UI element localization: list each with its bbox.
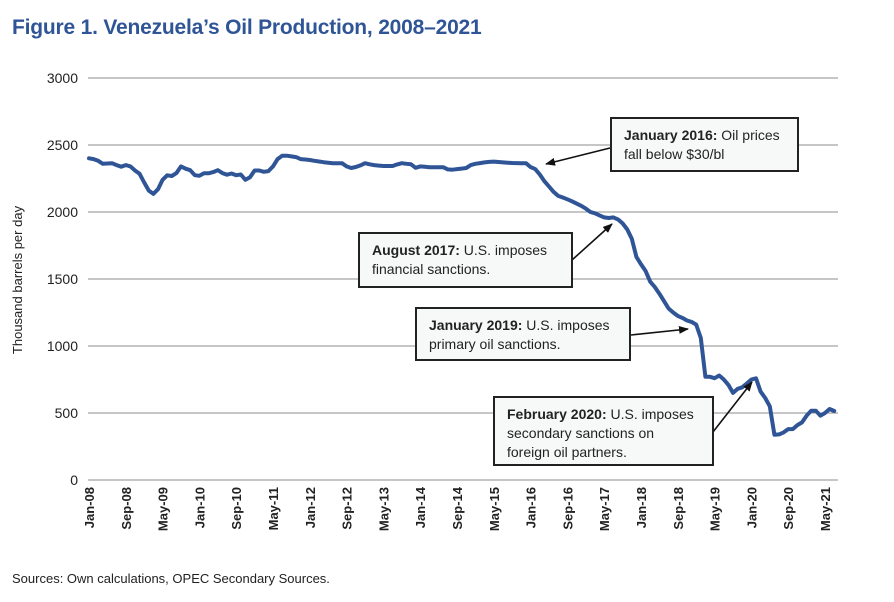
annotation-aug-2017: August 2017: U.S. imposes financial sanc…: [358, 232, 573, 288]
x-tick-label: Sep-10: [229, 487, 244, 530]
series-line-oil-production: [87, 153, 837, 437]
x-tick-label: Jan-14: [413, 486, 428, 528]
x-tick-label: Sep-18: [671, 487, 686, 530]
y-tick-label: 500: [55, 405, 79, 421]
x-tick-label: May-09: [156, 487, 171, 531]
annotation-arrow-jan-2019: [630, 325, 689, 336]
x-tick-label: May-11: [266, 487, 281, 530]
annotation-date: January 2019:: [429, 317, 523, 333]
annotation-date: January 2016:: [624, 127, 718, 143]
annotation-arrow-aug-2017: [571, 223, 613, 261]
x-tick-label: Sep-20: [781, 487, 796, 530]
y-tick-label: 1000: [47, 338, 78, 354]
annotation-text: Oil prices fall below $30/bl: [624, 127, 780, 162]
annotation-date: February 2020:: [507, 406, 607, 422]
x-tick-label: Jan-08: [82, 487, 97, 528]
x-tick-label: May-13: [376, 487, 391, 531]
x-tick-label: Sep-14: [450, 486, 465, 529]
annotation-date: August 2017:: [372, 242, 460, 258]
annotation-arrow-feb-2020: [712, 381, 753, 433]
x-tick-label: Sep-16: [560, 487, 575, 530]
source-note: Sources: Own calculations, OPEC Secondar…: [12, 571, 330, 586]
x-tick-label: Jan-16: [524, 487, 539, 528]
x-tick-label: May-21: [818, 487, 833, 531]
x-tick-label: Jan-12: [303, 487, 318, 528]
annotation-text: U.S. imposes primary oil sanctions.: [429, 317, 610, 352]
y-tick-label: 2500: [47, 137, 78, 153]
x-tick-label: Sep-12: [340, 487, 355, 530]
annotation-feb-2020: February 2020: U.S. imposes secondary sa…: [493, 396, 714, 466]
x-tick-label: May-15: [487, 487, 502, 531]
y-axis-label: Thousand barrels per day: [10, 205, 25, 354]
annotation-jan-2019: January 2019: U.S. imposes primary oil s…: [415, 307, 631, 361]
chart-title: Figure 1. Venezuela’s Oil Production, 20…: [12, 16, 482, 39]
annotation-arrow-jan-2016: [545, 147, 611, 166]
x-tick-label: May-19: [708, 487, 723, 531]
y-tick-label: 2000: [47, 204, 78, 220]
x-tick-label: Jan-18: [634, 487, 649, 528]
x-tick-label: Jan-10: [192, 487, 207, 528]
x-tick-label: Sep-08: [119, 487, 134, 530]
x-tick-label: Jan-20: [744, 487, 759, 528]
annotation-text: U.S. imposes financial sanctions.: [372, 242, 548, 277]
x-tick-label: May-17: [597, 487, 612, 531]
y-tick-label: 3000: [47, 70, 78, 86]
annotation-text: U.S. imposes secondary sanctions on fore…: [507, 406, 694, 460]
y-tick-label: 1500: [47, 271, 78, 287]
y-tick-label: 0: [70, 472, 78, 488]
annotation-jan-2016: January 2016: Oil prices fall below $30/…: [610, 117, 799, 172]
